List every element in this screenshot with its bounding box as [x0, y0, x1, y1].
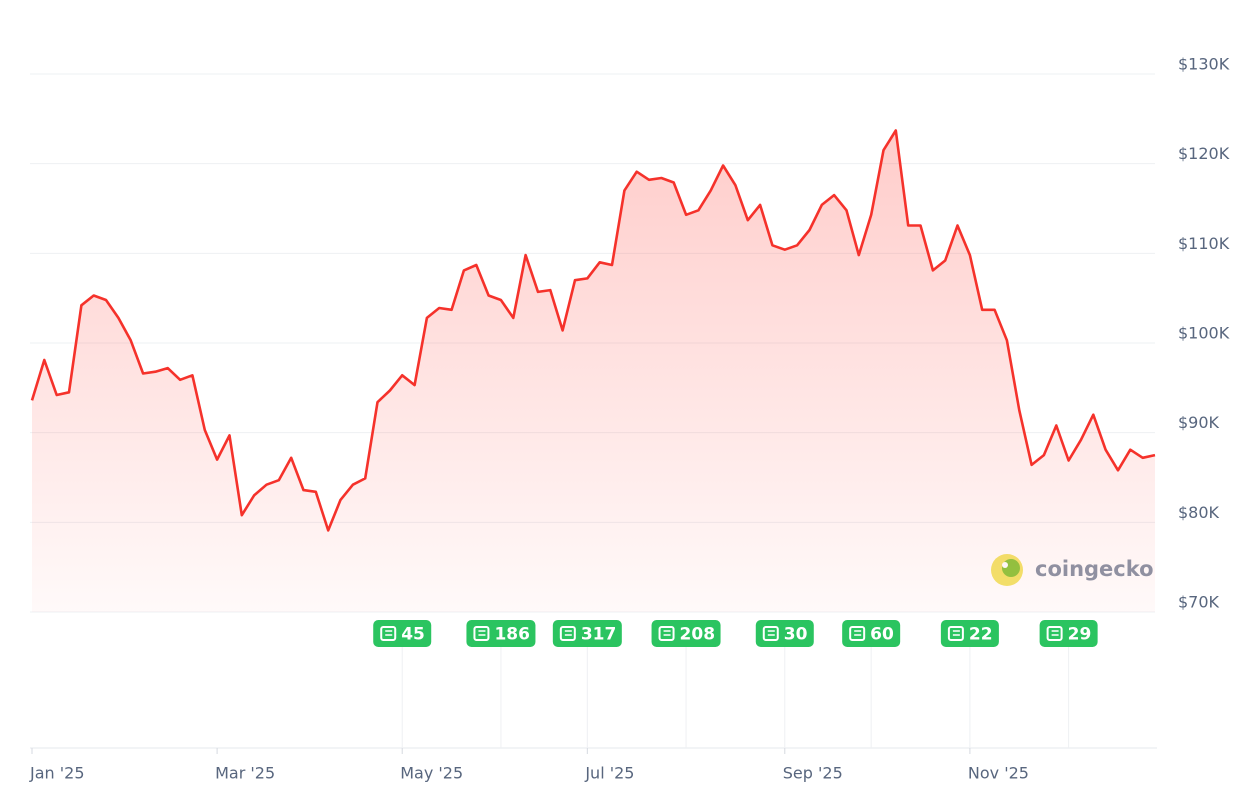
news-badge: 208 [651, 620, 721, 748]
badge-icon [473, 626, 490, 641]
badge-count: 208 [680, 625, 716, 645]
x-tick-label: Nov '25 [968, 764, 1029, 783]
badge-count: 45 [401, 625, 425, 645]
badge-count: 60 [870, 625, 894, 645]
badge-icon [849, 626, 866, 641]
y-tick-label: $70K [1178, 593, 1220, 612]
badge-icon [762, 626, 779, 641]
badge-icon [947, 626, 964, 641]
badge-icon [559, 626, 576, 641]
badge-icon [1046, 626, 1063, 641]
y-tick-label: $130K [1178, 55, 1230, 74]
news-badge: 30 [755, 620, 814, 748]
y-tick-label: $90K [1178, 413, 1220, 432]
badge-icon [380, 626, 397, 641]
news-badge: 60 [842, 620, 901, 748]
news-badge: 45 [373, 620, 432, 748]
y-tick-label: $110K [1178, 234, 1230, 253]
news-badge: 317 [552, 620, 622, 748]
news-badge: 29 [1039, 620, 1098, 748]
x-tick-label: Sep '25 [783, 764, 843, 783]
news-badge: 186 [466, 620, 536, 748]
badge-count: 317 [581, 625, 617, 645]
x-tick-label: May '25 [400, 764, 463, 783]
badge-count: 22 [969, 625, 993, 645]
y-tick-label: $80K [1178, 503, 1220, 522]
x-tick-label: Jan '25 [29, 764, 85, 783]
x-tick-label: Mar '25 [215, 764, 275, 783]
badge-count: 186 [494, 625, 530, 645]
badge-icon [658, 626, 675, 641]
news-badge: 22 [940, 620, 999, 748]
y-tick-label: $120K [1178, 144, 1230, 163]
area [32, 130, 1155, 612]
badge-count: 30 [784, 625, 808, 645]
price-line [30, 129, 1156, 532]
badge-count: 29 [1068, 625, 1092, 645]
x-tick-label: Jul '25 [584, 764, 634, 783]
y-tick-label: $100K [1178, 324, 1230, 343]
